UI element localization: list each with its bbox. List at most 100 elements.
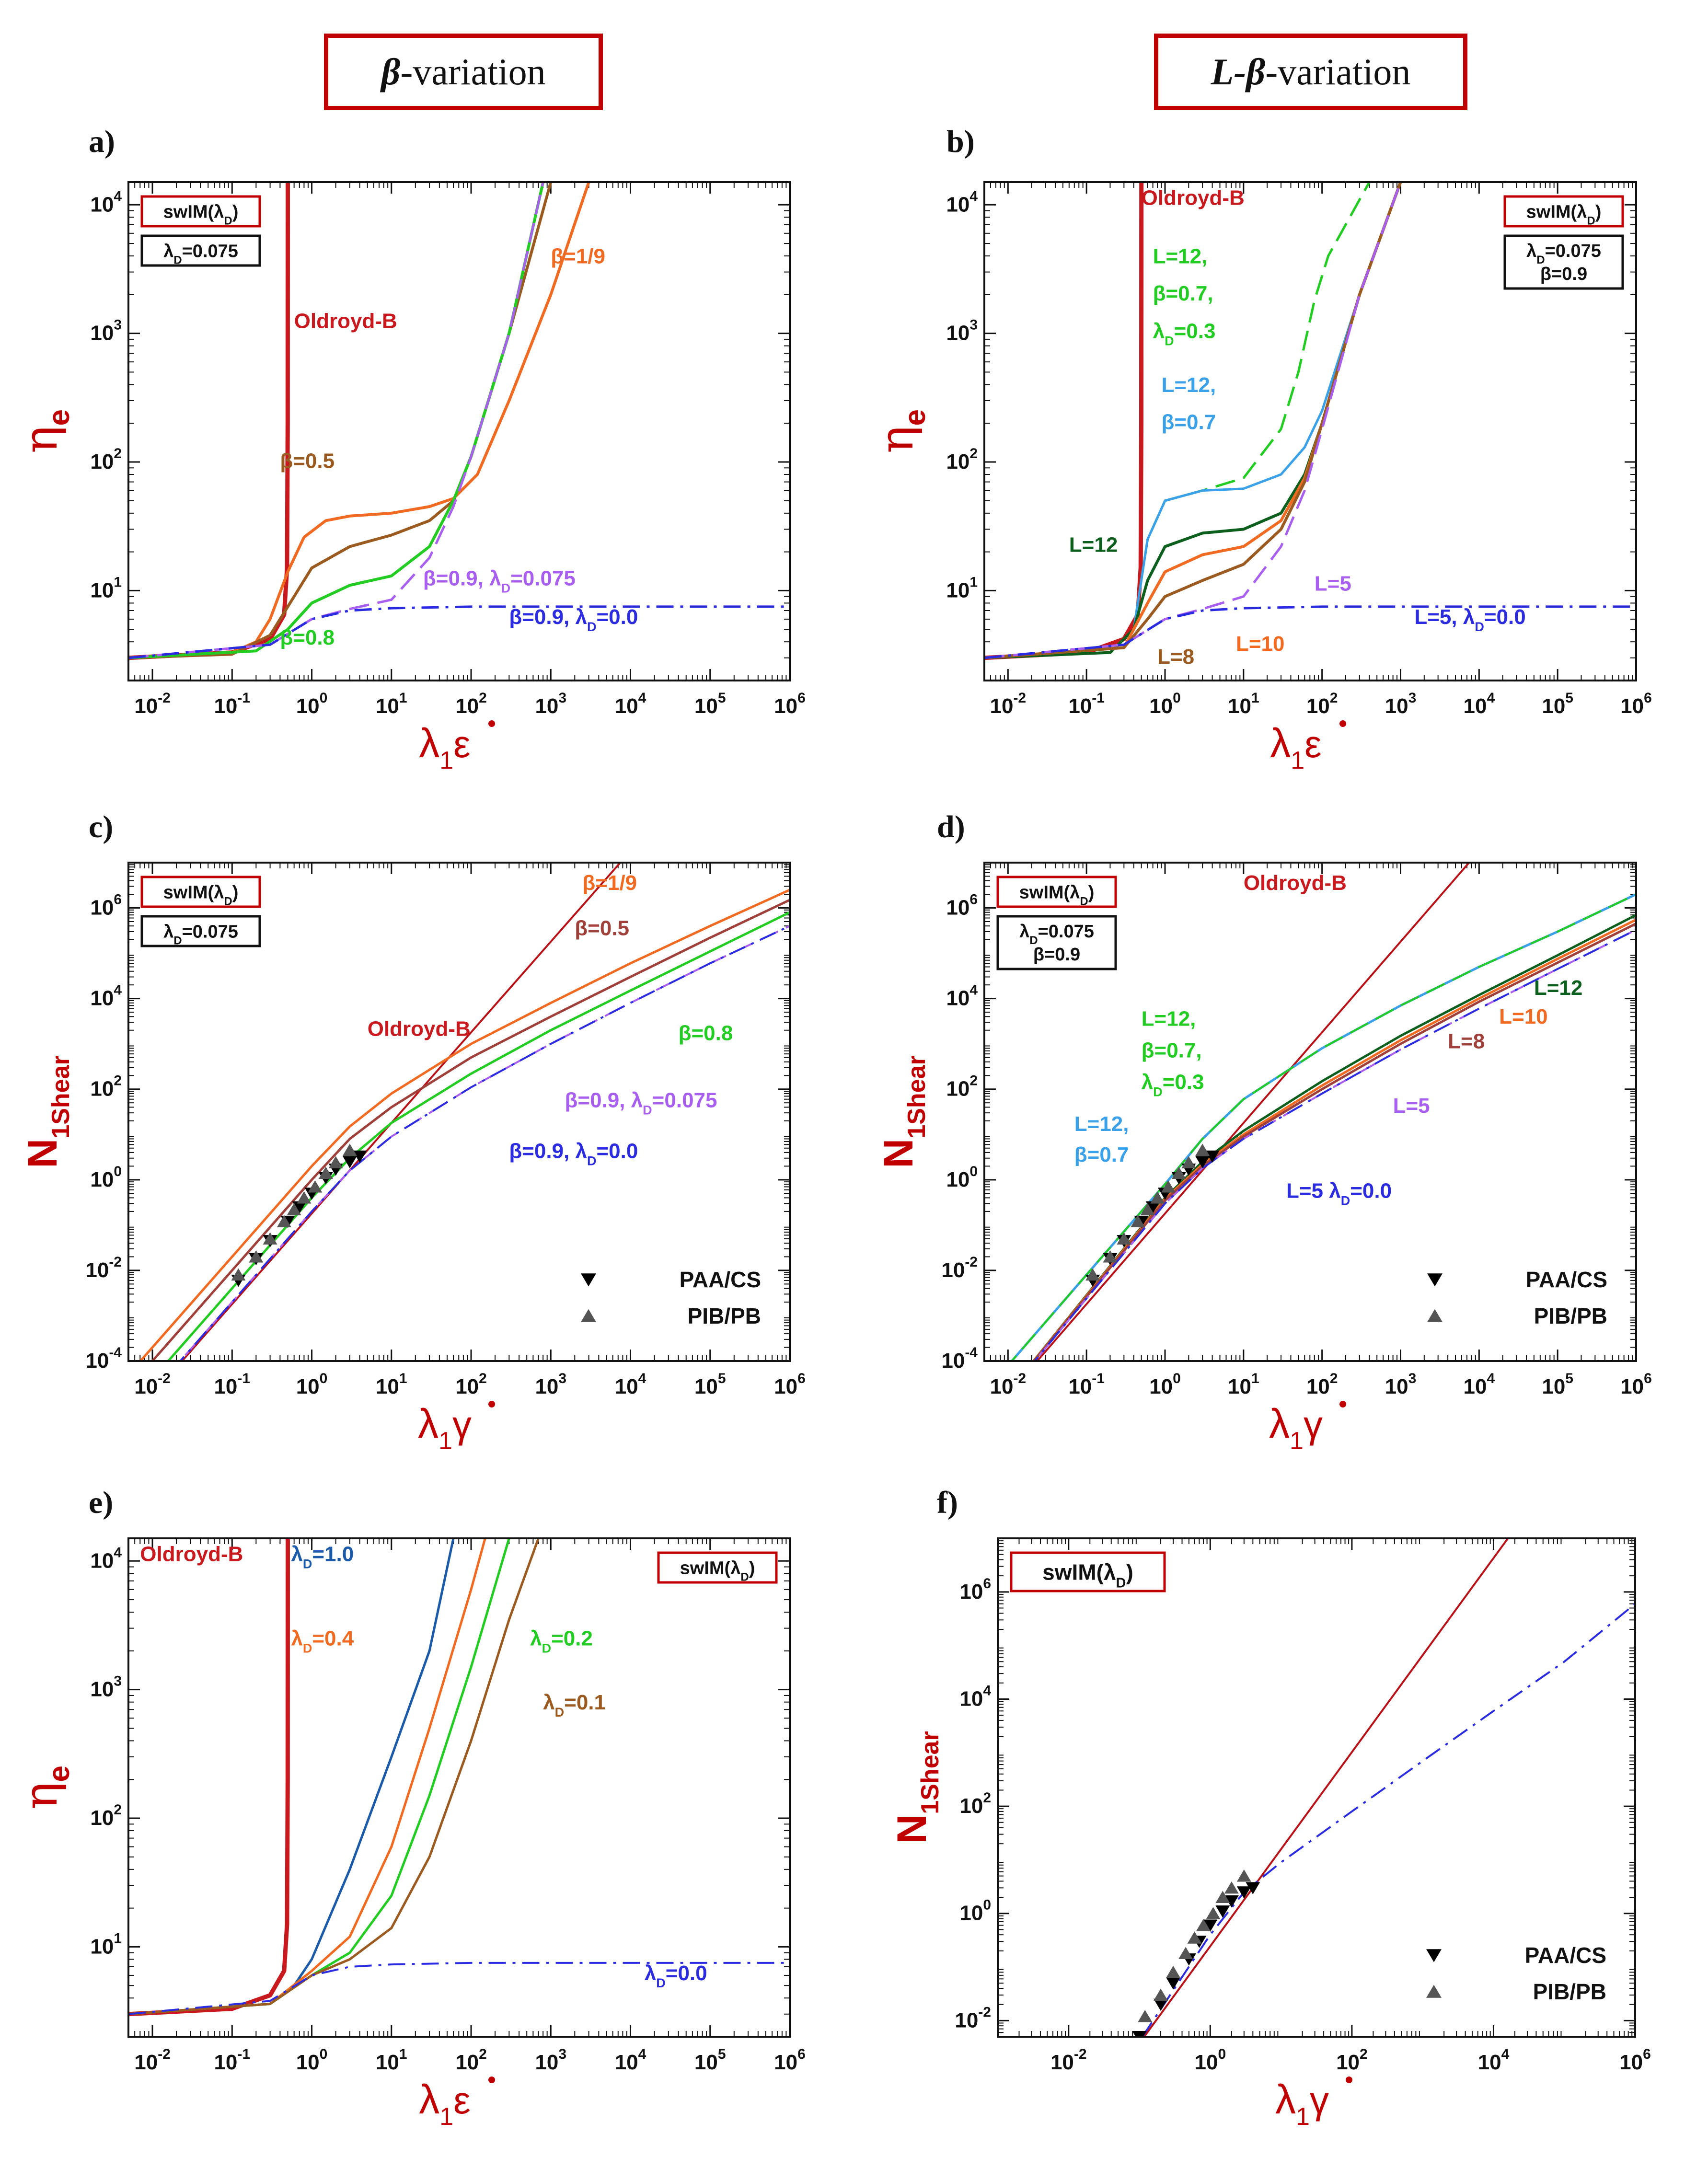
marker-up <box>1117 1232 1131 1245</box>
plot-frame <box>127 1537 791 2038</box>
x-tick-label: 10-2 <box>134 690 171 718</box>
annotation-l-12: L=12 <box>1534 976 1583 1000</box>
legend-marker-label: PIB/PB <box>1533 1979 1606 2004</box>
y-tick-label: 100 <box>90 1164 122 1191</box>
x-tick-label: 10-1 <box>214 1371 250 1398</box>
legend-box-text-line2: β=0.9 <box>1540 264 1587 284</box>
annotation-l-8: L=8 <box>1157 645 1194 669</box>
annotation-oldroyd-b: Oldroyd-B <box>1142 186 1245 209</box>
annotation-d-0-0: λD=0.0 <box>645 1961 707 1990</box>
y-tick-label: 102 <box>959 1790 991 1818</box>
svg-text:λ1ε: λ1ε <box>1270 720 1322 774</box>
series-l-8 <box>1032 923 1636 1361</box>
marker-up <box>287 1203 301 1215</box>
x-tick-label: 10-2 <box>990 1371 1026 1398</box>
marker-down <box>1166 1977 1181 1990</box>
marker-down <box>352 1150 367 1163</box>
series-l-5 <box>984 182 1402 659</box>
x-tick-label: 106 <box>1620 690 1652 718</box>
marker-up <box>318 1166 333 1179</box>
plot-area <box>138 863 790 1361</box>
svg-text:λ1ε: λ1ε <box>419 2077 471 2131</box>
series-oldroyd-b <box>128 1538 290 2017</box>
marker-up <box>1236 1869 1251 1882</box>
marker-up <box>308 1180 323 1193</box>
legend-box: λD=0.075 <box>140 915 261 947</box>
marker-up <box>1131 1215 1145 1227</box>
marker-up <box>342 1143 357 1156</box>
annotation-0-8: β=0.8 <box>280 626 335 649</box>
panel-label-a: a) <box>89 124 115 159</box>
annotation-1-9: β=1/9 <box>551 245 605 268</box>
marker-up <box>1154 1988 1168 2001</box>
x-tick-label: 104 <box>1478 2046 1510 2074</box>
y-tick-label: 100 <box>959 1897 991 1925</box>
legend-box-text: λD=0.075 <box>1019 922 1094 947</box>
annotation-0-9-d-0-075: β=0.9, λD=0.075 <box>423 566 576 595</box>
marker-down <box>292 1201 307 1214</box>
marker-up <box>1085 1268 1100 1281</box>
panel-label-e: e) <box>89 1485 114 1520</box>
header-left-greek: β <box>381 51 401 92</box>
annotation-d-0-1: λD=0.1 <box>543 1691 606 1719</box>
legend-marker-label: PAA/CS <box>680 1267 761 1292</box>
series-oldroyd-b <box>984 182 1144 660</box>
x-tick-label: 106 <box>1620 1371 1652 1398</box>
annotation-l-5: L=5 <box>1315 572 1351 595</box>
x-tick-label: 104 <box>1464 690 1495 718</box>
annotation-l-12: L=12, <box>1161 373 1216 397</box>
header-left-rest: -variation <box>400 51 546 92</box>
x-tick-label: 100 <box>1195 2046 1226 2074</box>
marker-up <box>1178 1947 1193 1959</box>
marker-down <box>1195 1156 1210 1168</box>
legend-box-text: λD=0.075 <box>163 922 238 947</box>
annotation-0-7: β=0.7 <box>1074 1143 1129 1166</box>
series-d-0-0 <box>1141 1603 1635 2037</box>
annotation-oldroyd-b: Oldroyd-B <box>140 1542 243 1566</box>
y-tick-label: 10-2 <box>941 1254 978 1282</box>
marker-up <box>1103 1250 1118 1263</box>
y-tick-label: 101 <box>90 574 122 602</box>
x-tick-label: 106 <box>774 690 806 718</box>
legend-marker-label: PIB/PB <box>1534 1304 1607 1328</box>
legend-marker-down <box>1426 1949 1442 1962</box>
x-axis-label: λ1ε <box>1270 720 1346 774</box>
y-tick-label: 101 <box>946 574 978 602</box>
annotation-0-5: β=0.5 <box>280 449 335 473</box>
minor-ticks <box>128 1538 790 2037</box>
legend-box: swIM(λD) <box>996 876 1117 908</box>
x-tick-label: 100 <box>296 2046 328 2074</box>
legend-marker-down <box>1427 1273 1443 1287</box>
y-axis-label: ηe <box>870 409 932 453</box>
x-axis-label: λ1ε <box>419 720 495 774</box>
series-0-9-d-0-075 <box>179 925 790 1361</box>
marker-down <box>1236 1886 1251 1899</box>
y-axis-label: N1Shear <box>889 1731 944 1844</box>
annotation-l-8: L=8 <box>1448 1029 1485 1053</box>
x-tick-label: 100 <box>296 690 328 718</box>
x-axis-label: λ1ε <box>419 2077 495 2131</box>
header-right-greek: β <box>1246 51 1266 92</box>
x-tick-label: 102 <box>455 2046 487 2074</box>
x-tick-label: 106 <box>1619 2046 1651 2074</box>
legend-box-text-line2: β=0.9 <box>1033 945 1080 965</box>
annotation-d-1-0: λD=1.0 <box>291 1542 354 1571</box>
annotation-d-0-2: λD=0.2 <box>530 1627 593 1656</box>
marker-up <box>1224 1881 1239 1894</box>
y-tick-label: 104 <box>90 188 122 216</box>
marker-down <box>1145 1201 1160 1214</box>
annotation-l-12: L=12, <box>1153 245 1208 268</box>
x-tick-label: 10-2 <box>990 690 1026 718</box>
plot-area <box>128 182 790 660</box>
legend-box: swIM(λD) <box>140 876 261 908</box>
plot-frame <box>983 181 1637 681</box>
series-oldroyd-b <box>1036 863 1471 1361</box>
panel-label-f: f) <box>937 1485 958 1520</box>
annotation-l-12: L=12, <box>1074 1112 1129 1136</box>
x-tick-label: 10-1 <box>1068 690 1105 718</box>
svg-text:λ1γ: λ1γ <box>1275 2077 1329 2131</box>
x-tick-label: 10-2 <box>134 2046 171 2074</box>
marker-up <box>263 1232 277 1245</box>
